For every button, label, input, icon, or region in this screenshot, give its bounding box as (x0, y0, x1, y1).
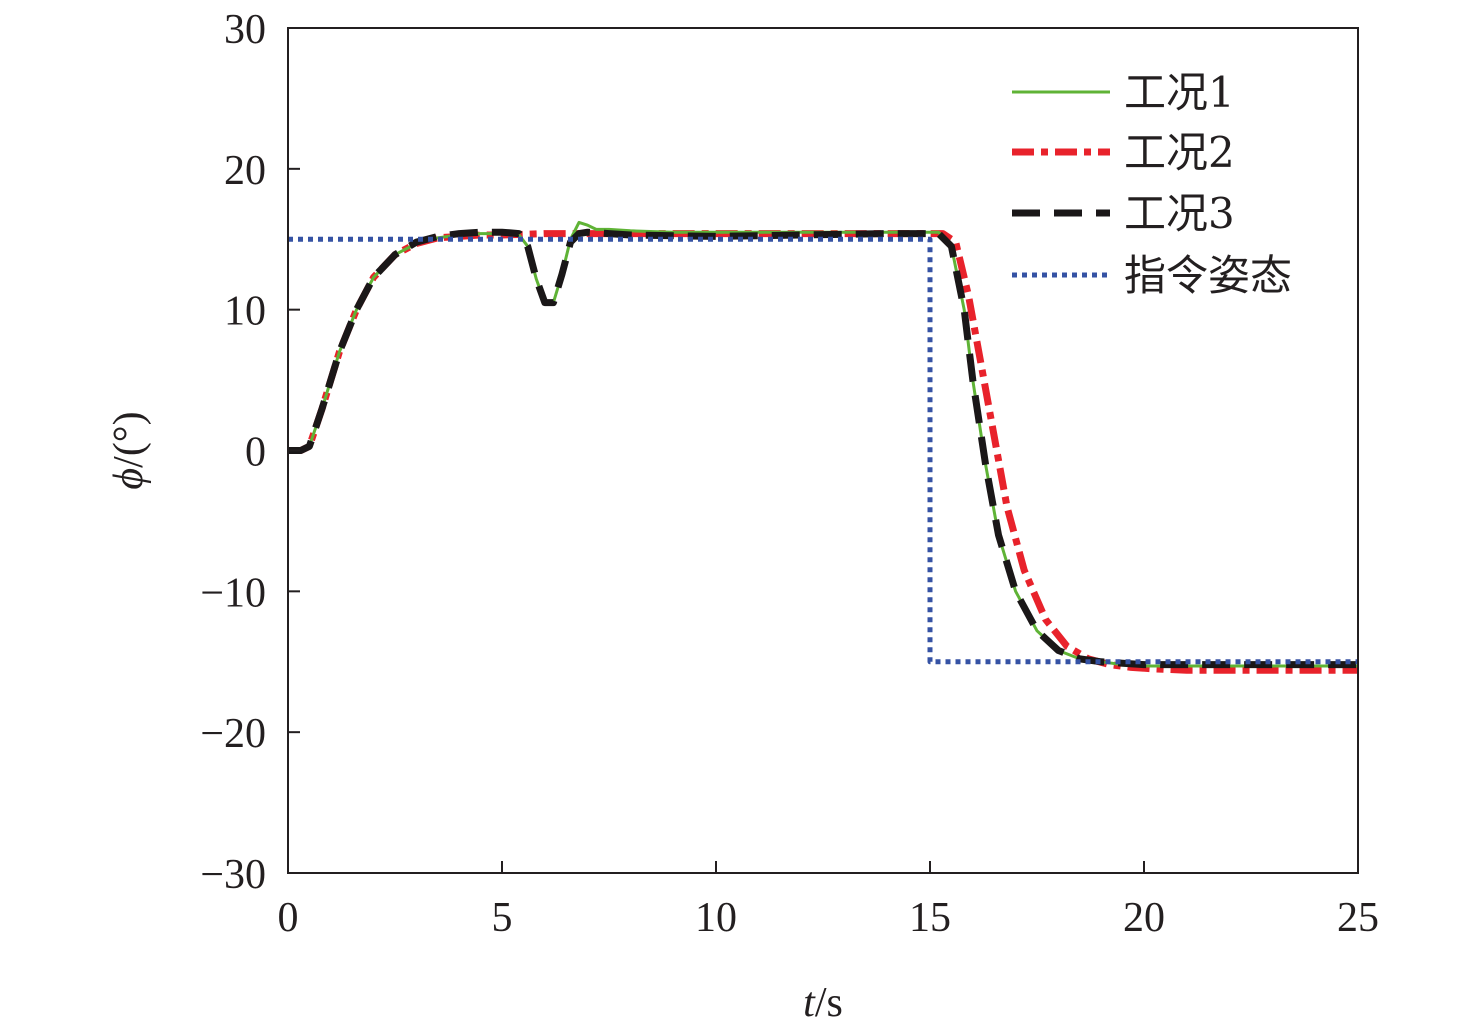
legend-label-2: 工况2 (1124, 128, 1235, 177)
y-axis-unit: /(°) (106, 411, 152, 467)
y-tick-label: −30 (200, 852, 266, 898)
y-tick-label: 30 (224, 7, 266, 53)
y-tick-label: 10 (224, 289, 266, 335)
series-line-3 (288, 228, 1358, 669)
legend-item-1: 工况1 (1012, 68, 1235, 117)
x-axis-label: t/s (803, 980, 843, 1026)
legend-label-1: 工况1 (1124, 68, 1235, 117)
legend: 工况1 工况2 工况3 指令姿态 (1012, 68, 1292, 300)
x-tick-label: 5 (492, 895, 513, 941)
y-tick-label: −20 (200, 711, 266, 757)
x-tick-label: 20 (1123, 895, 1165, 941)
legend-label-3: 工况3 (1124, 189, 1235, 238)
legend-item-4: 指令姿态 (1012, 251, 1292, 300)
y-tick-label: 0 (245, 430, 266, 476)
y-axis-label: ϕ/(°) (106, 411, 152, 489)
legend-label-4: 指令姿态 (1124, 251, 1292, 300)
x-tick-label: 25 (1337, 895, 1379, 941)
legend-item-2: 工况2 (1012, 128, 1235, 177)
ticks-layer: 0 5 10 15 20 25 30 20 10 0 −10 −20 −30 (200, 7, 1379, 941)
x-axis-variable: t (803, 980, 816, 1026)
y-tick-label: 20 (224, 148, 266, 194)
series-layer (288, 220, 1358, 674)
x-axis-unit: /s (815, 980, 843, 1026)
series-line-4 (288, 236, 1358, 665)
x-tick-label: 15 (909, 895, 951, 941)
legend-item-3: 工况3 (1012, 189, 1235, 238)
x-tick-label: 10 (695, 895, 737, 941)
x-tick-label: 0 (278, 895, 299, 941)
y-axis-variable: ϕ (106, 468, 152, 490)
y-tick-label: −10 (200, 570, 266, 616)
